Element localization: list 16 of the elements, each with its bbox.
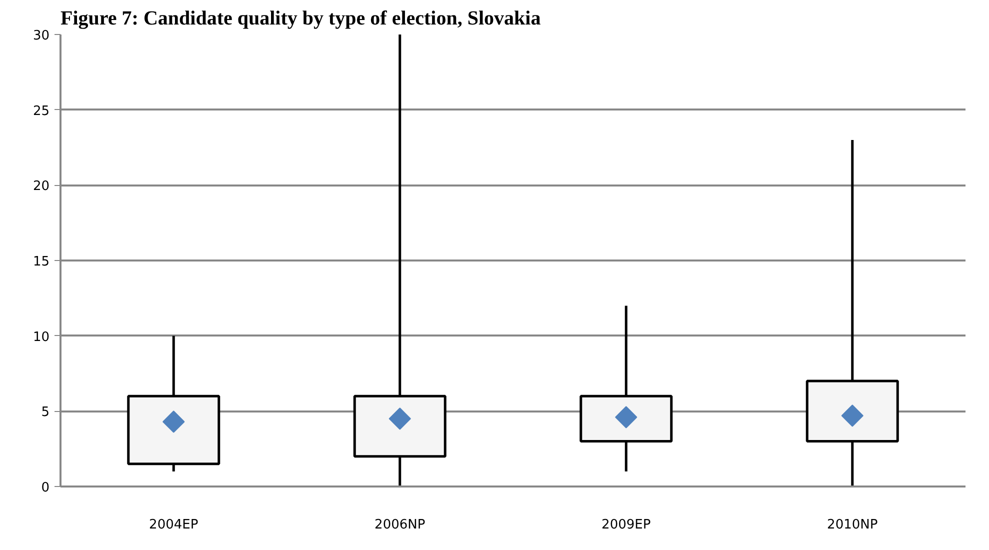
chart-title: Figure 7: Candidate quality by type of election, Slovakia xyxy=(60,8,541,30)
y-tick-label: 25 xyxy=(32,104,50,119)
y-tick-label: 30 xyxy=(32,28,50,44)
point xyxy=(615,406,638,428)
point xyxy=(841,404,864,427)
point xyxy=(388,408,411,430)
y-tick-label: 20 xyxy=(32,179,50,194)
y-tick-label: 10 xyxy=(32,330,50,345)
x-tick-label: 2006NP xyxy=(374,518,426,532)
y-tick-label: 0 xyxy=(41,480,50,496)
x-tick-label: 2004EP xyxy=(149,518,198,532)
y-tick-label: 15 xyxy=(32,254,50,270)
point xyxy=(162,410,185,433)
x-tick-label: 2009EP xyxy=(602,518,651,532)
y-tick-label: 5 xyxy=(41,405,50,420)
x-tick-label: 2010NP xyxy=(827,518,878,532)
